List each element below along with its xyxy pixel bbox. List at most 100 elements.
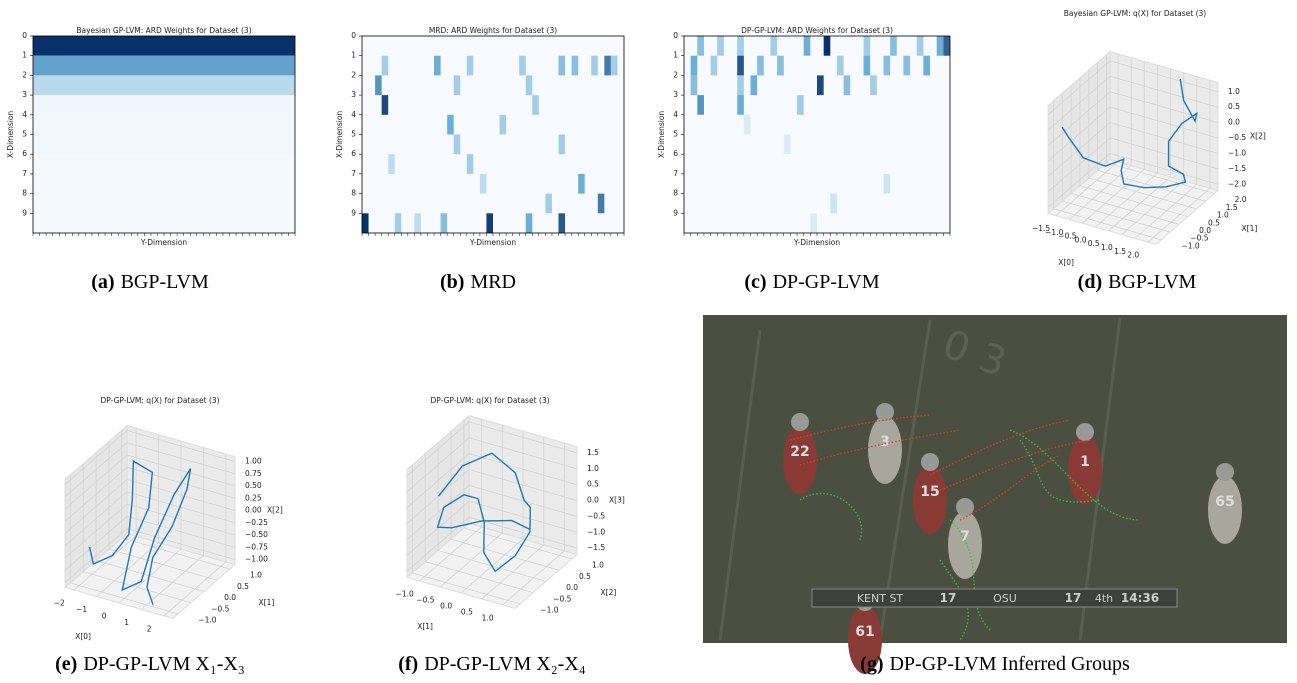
y-tick-label: 0.0 xyxy=(224,593,236,602)
x-tick-label: 0.5 xyxy=(461,607,473,616)
grid-line xyxy=(1121,180,1184,235)
z-tick-label: 1.00 xyxy=(245,456,262,465)
group-trail xyxy=(1009,429,1141,521)
grid-line xyxy=(1047,106,1111,162)
grid-line xyxy=(83,571,192,604)
y-tick-label: 1.5 xyxy=(1226,203,1238,212)
z-tick-label: 0.5 xyxy=(587,480,599,489)
heat-cell xyxy=(777,55,784,76)
grid-line xyxy=(70,582,179,615)
grid-line xyxy=(406,500,470,556)
z-tick-label: 1.5 xyxy=(587,448,599,457)
player xyxy=(783,426,817,494)
heat-cell xyxy=(817,75,824,96)
heat-cell xyxy=(737,55,744,76)
y-tick-label: 3 xyxy=(22,90,27,99)
y-tick-label: 8 xyxy=(673,189,678,198)
heatmap-panel: 0 1 2 3 4 5 6 7 8 9 DP-GP-LVM: ARD Weights for Dat… xyxy=(657,26,951,247)
grid-line xyxy=(406,437,470,493)
grid-line xyxy=(1070,193,1180,225)
grid-line xyxy=(1082,169,1145,224)
x-axis-label: X[0] xyxy=(75,632,91,641)
caption-text: BGP-LVM xyxy=(121,271,209,293)
y-tick-label: 0.5 xyxy=(579,572,591,581)
heat-cell xyxy=(757,55,764,76)
heat-cell xyxy=(883,173,891,194)
heat-cell xyxy=(883,55,891,76)
x-tick-label: 1.0 xyxy=(1101,243,1113,252)
y-tick-label: 2 xyxy=(22,70,27,79)
grid-line xyxy=(1047,153,1111,208)
grid-line xyxy=(468,516,578,549)
heat-cell xyxy=(33,95,295,115)
z-tick-label: −1.0 xyxy=(1228,148,1246,157)
grid-line xyxy=(64,479,128,534)
y-tick-label: 0 xyxy=(351,31,356,40)
heat-cell xyxy=(479,173,487,194)
plot-area xyxy=(362,36,624,233)
heat-cell xyxy=(863,55,871,76)
y-tick-label: 6 xyxy=(351,149,356,158)
z-tick-label: −1.5 xyxy=(1228,164,1246,173)
heat-cell xyxy=(597,193,605,214)
y-tick-label: 0.5 xyxy=(1208,218,1220,227)
grid-line xyxy=(64,467,128,522)
player xyxy=(948,511,982,579)
heatmap-panel: 0 1 2 3 4 5 6 7 8 9 MRD: ARD Weights for Dataset (… xyxy=(335,26,625,247)
heat-cell xyxy=(532,95,539,115)
y-tick-label: 0 xyxy=(673,31,678,40)
jersey-number: 61 xyxy=(855,624,874,640)
jersey-number: 3 xyxy=(880,434,890,450)
heat-cell xyxy=(33,36,295,56)
grid-line xyxy=(1047,91,1111,146)
scoreboard-text: 4th xyxy=(1095,592,1113,605)
y-tick-label: 8 xyxy=(351,189,356,198)
grid-line xyxy=(406,453,470,508)
heat-cell xyxy=(414,213,421,233)
x-axis-label: X[1] xyxy=(417,622,433,631)
caption-text: BGP-LVM xyxy=(1108,271,1196,293)
curve xyxy=(88,459,192,606)
y-tick-label: 0 xyxy=(22,31,27,40)
y-tick-label: −0.5 xyxy=(211,604,229,613)
y-tick-label: 2 xyxy=(673,70,678,79)
plot3d-panel: −1.5−1.0−0.50.0 0.5 1.0 1.5 2.0−1.0−0.50.00.… xyxy=(1032,9,1266,267)
chart-title: DP-GP-LVM: q(X) for Dataset (3) xyxy=(430,396,549,405)
y-tick-label: −1.0 xyxy=(1181,241,1199,250)
grid-line xyxy=(1053,208,1162,241)
scoreboard-text: KENT ST xyxy=(857,592,904,605)
grid-line xyxy=(468,469,578,501)
z-tick-label: −2.0 xyxy=(1228,179,1246,188)
caption-text: DP-GP-LVM xyxy=(773,271,880,293)
heat-cell xyxy=(870,75,877,96)
heat-cell xyxy=(690,55,698,76)
y-axis-label: X-Dimension xyxy=(657,111,666,159)
y-tick-label: 0.5 xyxy=(237,582,249,591)
y-tick-label: −0.5 xyxy=(1190,234,1208,243)
heat-cell xyxy=(558,134,566,155)
y-tick-label: 7 xyxy=(673,169,678,178)
y-tick-label: −0.5 xyxy=(553,594,571,603)
x-tick-label: −1.5 xyxy=(1032,224,1050,233)
heat-cell xyxy=(697,95,704,115)
heat-cell xyxy=(33,114,295,135)
z-tick-label: −0.5 xyxy=(587,511,605,520)
x-axis-label: Y-Dimension xyxy=(793,238,841,247)
heat-cell xyxy=(610,55,618,76)
y-tick-label: 1.0 xyxy=(592,561,604,570)
caption-label: (a) xyxy=(91,271,114,293)
caption-label: (f) xyxy=(398,653,418,675)
x-tick-label: 2.0 xyxy=(1127,251,1139,260)
caption: (c) DP-GP-LVM xyxy=(744,271,879,293)
z-tick-label: 0.0 xyxy=(587,496,599,505)
grid-line xyxy=(1047,60,1111,116)
heat-cell xyxy=(558,55,566,76)
helmet xyxy=(956,498,974,516)
grid-line xyxy=(64,516,128,571)
y-axis-label: X-Dimension xyxy=(335,111,344,159)
grid-line xyxy=(126,479,236,511)
grid-line xyxy=(406,421,470,477)
heat-cell xyxy=(697,36,704,56)
grid-line xyxy=(1097,169,1206,202)
